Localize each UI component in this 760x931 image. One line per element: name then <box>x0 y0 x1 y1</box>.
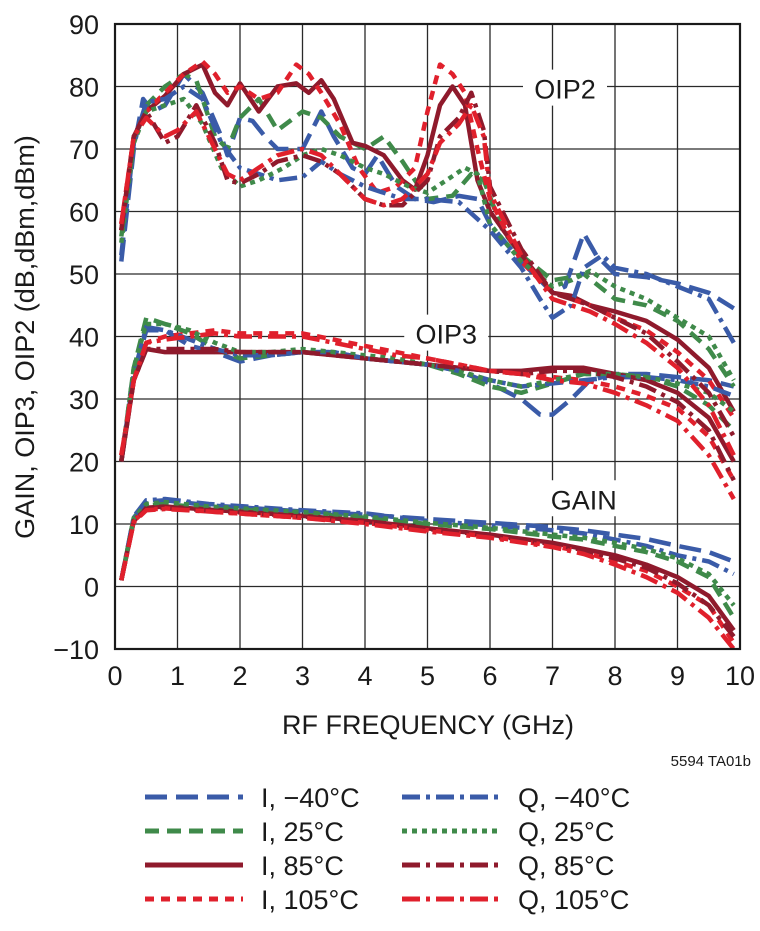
series-q-85-c-oip2-line <box>119 90 736 438</box>
series-q-40-c-gain-line <box>119 496 735 581</box>
legend-label-i-85-c: I, 85°C <box>261 851 344 881</box>
tick-labels: 0 1 2 3 4 5 6 7 8 9 10 −10 0 10 20 30 40 50 60 70 80 90 <box>53 10 755 691</box>
y-tick-label: 10 <box>69 510 99 540</box>
x-tick-label: 2 <box>232 661 247 691</box>
series-q-85-c-gain-line <box>119 505 736 638</box>
y-tick-label: −10 <box>53 635 99 665</box>
x-tick-label: 7 <box>545 661 560 691</box>
x-tick-label: 0 <box>107 661 122 691</box>
series-q-40-c-oip2-line <box>119 84 736 344</box>
annotation-oip3: OIP3 <box>415 320 477 350</box>
legend-label-q-85-c: Q, 85°C <box>518 851 614 881</box>
annotation-gain-bg <box>541 480 626 517</box>
y-axis-label: GAIN, OIP3, OIP2 (dB,dBm,dBm) <box>10 135 40 539</box>
x-tick-label: 10 <box>725 661 755 691</box>
y-tick-label: 80 <box>69 73 99 103</box>
x-tick-label: 1 <box>170 661 185 691</box>
annotation-gain: GAIN <box>551 485 617 515</box>
y-tick-label: 40 <box>69 323 99 353</box>
legend-label-i-105-c: I, 105°C <box>261 885 359 915</box>
series-q-85-c-oip3-line <box>119 346 736 482</box>
x-tick-label: 3 <box>295 661 310 691</box>
series-q-105-c-oip3-line <box>119 331 736 501</box>
x-tick-label: 4 <box>357 661 372 691</box>
legend-label-q-40-c: Q, −40°C <box>518 783 630 813</box>
y-tick-label: 30 <box>69 385 99 415</box>
y-tick-label: 60 <box>69 198 99 228</box>
y-tick-label: 90 <box>69 10 99 40</box>
annotation-oip2: OIP2 <box>534 75 596 105</box>
legend-label-i-25-c: I, 25°C <box>261 817 344 847</box>
x-tick-label: 6 <box>482 661 497 691</box>
series-i-105-c-oip2-line <box>119 59 736 420</box>
x-tick-label: 9 <box>670 661 685 691</box>
y-tick-label: 50 <box>69 260 99 290</box>
y-tick-label: 0 <box>84 573 99 603</box>
y-tick-label: 70 <box>69 135 99 165</box>
series-lines <box>119 59 736 651</box>
legend: I, −40°C I, 25°C I, 85°C I, 105°C Q, −40°C Q,… <box>145 783 630 915</box>
series-q-105-c-oip2-line <box>119 103 736 457</box>
annotations: OIP2 OIP3 GAIN <box>404 69 626 517</box>
annotation-oip3-bg <box>404 314 489 351</box>
legend-label-q-25-c: Q, 25°C <box>518 817 614 847</box>
plot-frame <box>113 22 742 651</box>
x-axis-label: RF FREQUENCY (GHz) <box>282 710 574 740</box>
x-tick-label: 5 <box>420 661 435 691</box>
series-q-105-c-gain-line <box>119 506 736 651</box>
x-tick-label: 8 <box>607 661 622 691</box>
figure-id: 5594 TA01b <box>671 753 751 770</box>
annotation-oip2-bg <box>523 69 607 106</box>
y-tick-label: 20 <box>69 448 99 478</box>
series-q-25-c-gain-line <box>119 499 736 607</box>
legend-label-q-105-c: Q, 105°C <box>518 885 629 915</box>
legend-label-i-40-c: I, −40°C <box>261 783 360 813</box>
